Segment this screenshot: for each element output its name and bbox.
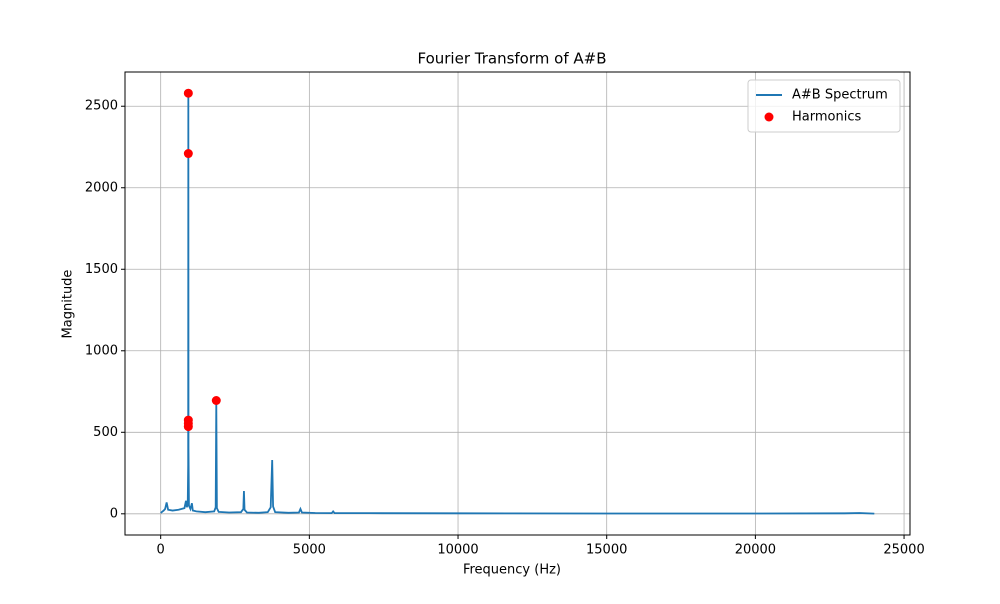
x-tick-label: 20000	[735, 543, 776, 558]
scatter-point	[183, 88, 193, 98]
y-tick-label: 1000	[85, 343, 118, 358]
scatter-point	[211, 396, 221, 406]
x-tick-label: 0	[157, 543, 165, 558]
legend-label: A#B Spectrum	[792, 88, 888, 103]
legend-swatch	[764, 112, 774, 122]
y-tick-label: 2500	[85, 99, 118, 114]
y-tick-label: 0	[110, 506, 118, 521]
spectrum-line	[160, 93, 875, 515]
x-tick-label: 15000	[586, 543, 627, 558]
x-tick-label: 25000	[883, 543, 924, 558]
x-axis-label: Frequency (Hz)	[463, 563, 561, 578]
x-tick-label: 5000	[293, 543, 326, 558]
scatter-point	[183, 149, 193, 159]
y-tick-label: 500	[93, 425, 118, 440]
chart-title: Fourier Transform of A#B	[417, 50, 606, 68]
scatter-point	[183, 422, 193, 432]
legend-label: Harmonics	[792, 110, 861, 125]
plot-frame	[124, 71, 911, 536]
legend-box	[747, 79, 901, 133]
y-tick-label: 2000	[85, 180, 118, 195]
y-axis-label: Magnitude	[61, 270, 76, 339]
y-tick-label: 1500	[85, 262, 118, 277]
x-tick-label: 10000	[437, 543, 478, 558]
